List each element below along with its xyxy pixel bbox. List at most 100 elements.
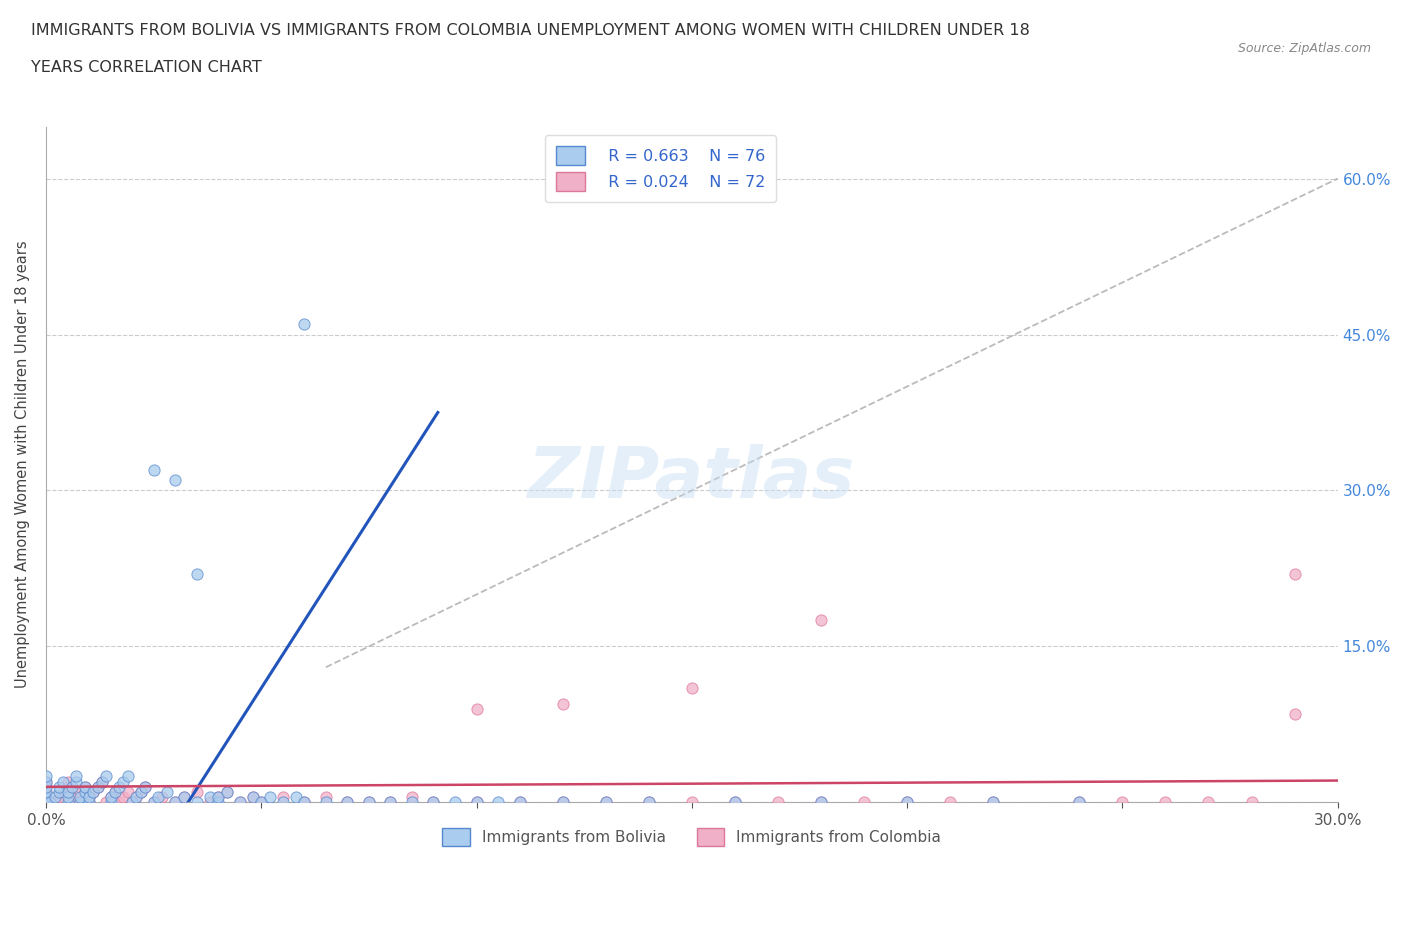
Point — [77, 790, 100, 804]
Point — [60, 779, 83, 794]
Point — [173, 790, 195, 804]
Point — [853, 795, 876, 810]
Point — [35, 785, 58, 800]
Point — [165, 472, 187, 487]
Point — [681, 795, 703, 810]
Point — [724, 795, 747, 810]
Text: Source: ZipAtlas.com: Source: ZipAtlas.com — [1237, 42, 1371, 55]
Point — [56, 790, 79, 804]
Point — [35, 774, 58, 789]
Point — [77, 790, 100, 804]
Point — [207, 790, 229, 804]
Point — [810, 613, 832, 628]
Point — [65, 769, 87, 784]
Point — [465, 795, 488, 810]
Point — [336, 795, 359, 810]
Point — [250, 795, 273, 810]
Point — [60, 795, 83, 810]
Point — [215, 785, 238, 800]
Point — [129, 785, 152, 800]
Point — [69, 785, 91, 800]
Point — [104, 785, 127, 800]
Point — [509, 795, 531, 810]
Point — [595, 795, 617, 810]
Point — [637, 795, 659, 810]
Point — [69, 790, 91, 804]
Point — [336, 795, 359, 810]
Point — [142, 462, 165, 477]
Point — [35, 795, 58, 810]
Point — [104, 785, 127, 800]
Point — [207, 790, 229, 804]
Legend: Immigrants from Bolivia, Immigrants from Colombia: Immigrants from Bolivia, Immigrants from… — [433, 818, 950, 856]
Point — [121, 795, 143, 810]
Point — [896, 795, 918, 810]
Point — [86, 779, 108, 794]
Point — [108, 795, 131, 810]
Point — [228, 795, 250, 810]
Point — [48, 790, 70, 804]
Point — [284, 790, 307, 804]
Point — [1240, 795, 1263, 810]
Text: IMMIGRANTS FROM BOLIVIA VS IMMIGRANTS FROM COLOMBIA UNEMPLOYMENT AMONG WOMEN WIT: IMMIGRANTS FROM BOLIVIA VS IMMIGRANTS FR… — [31, 23, 1029, 38]
Point — [242, 790, 264, 804]
Point — [165, 795, 187, 810]
Point — [73, 779, 96, 794]
Point — [465, 701, 488, 716]
Point — [1198, 795, 1220, 810]
Point — [112, 790, 135, 804]
Point — [981, 795, 1004, 810]
Point — [56, 795, 79, 810]
Point — [207, 795, 229, 810]
Point — [39, 795, 62, 810]
Point — [35, 790, 58, 804]
Point — [198, 795, 221, 810]
Point — [142, 795, 165, 810]
Point — [117, 785, 139, 800]
Point — [271, 790, 294, 804]
Point — [35, 795, 58, 810]
Point — [1069, 795, 1091, 810]
Text: YEARS CORRELATION CHART: YEARS CORRELATION CHART — [31, 60, 262, 75]
Point — [48, 785, 70, 800]
Point — [186, 785, 208, 800]
Point — [292, 795, 315, 810]
Point — [810, 795, 832, 810]
Point — [117, 769, 139, 784]
Point — [1284, 707, 1306, 722]
Point — [292, 795, 315, 810]
Point — [35, 774, 58, 789]
Point — [48, 779, 70, 794]
Point — [52, 774, 75, 789]
Point — [52, 785, 75, 800]
Point — [422, 795, 444, 810]
Point — [380, 795, 402, 810]
Point — [186, 566, 208, 581]
Point — [125, 790, 148, 804]
Point — [724, 795, 747, 810]
Point — [228, 795, 250, 810]
Point — [357, 795, 380, 810]
Y-axis label: Unemployment Among Women with Children Under 18 years: Unemployment Among Women with Children U… — [15, 241, 30, 688]
Point — [250, 795, 273, 810]
Point — [134, 779, 156, 794]
Point — [150, 790, 173, 804]
Point — [486, 795, 509, 810]
Point — [96, 795, 118, 810]
Point — [509, 795, 531, 810]
Point — [315, 795, 337, 810]
Point — [1284, 566, 1306, 581]
Point — [551, 697, 574, 711]
Point — [165, 795, 187, 810]
Point — [35, 769, 58, 784]
Point — [1069, 795, 1091, 810]
Point — [56, 779, 79, 794]
Point — [315, 790, 337, 804]
Point — [44, 790, 66, 804]
Point — [215, 785, 238, 800]
Point — [56, 785, 79, 800]
Point — [77, 795, 100, 810]
Point — [100, 795, 122, 810]
Point — [292, 317, 315, 332]
Point — [65, 774, 87, 789]
